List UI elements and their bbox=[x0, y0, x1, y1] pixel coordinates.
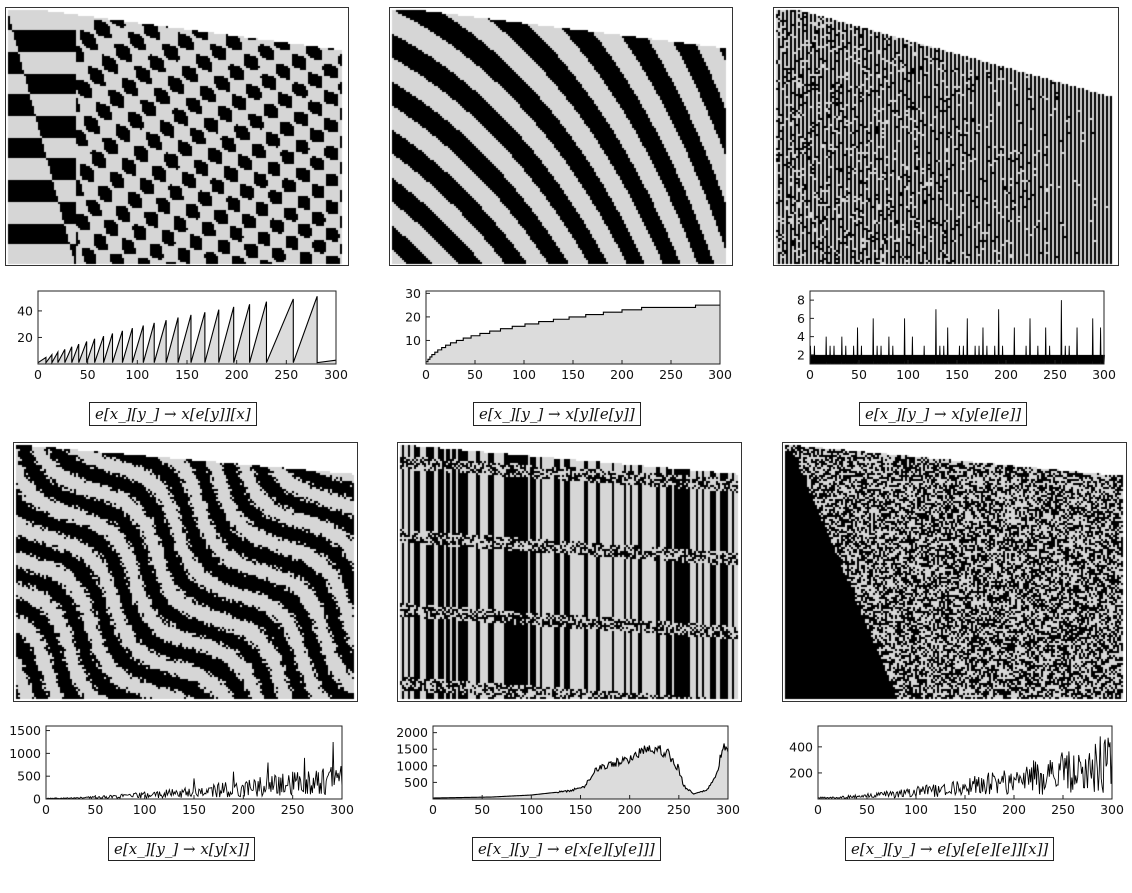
y-tick-label: 8 bbox=[797, 293, 805, 308]
x-tick-label: 300 bbox=[1100, 802, 1124, 817]
pattern-image-6 bbox=[782, 442, 1127, 702]
growth-plot-2: 0 50 100 150 200 250 300 10 20 30 bbox=[405, 286, 732, 382]
x-tick-label: 250 bbox=[1043, 367, 1067, 382]
y-tick-label: 0 bbox=[33, 792, 41, 807]
pattern-image-5 bbox=[397, 442, 742, 702]
series-line bbox=[817, 736, 1113, 800]
x-tick-label: 0 bbox=[422, 367, 430, 382]
x-tick-label: 100 bbox=[904, 802, 928, 817]
y-tick-label: 200 bbox=[789, 765, 813, 780]
x-tick-label: 100 bbox=[133, 802, 157, 817]
y-tick-label: 1500 bbox=[9, 723, 41, 738]
pattern-canvas-4 bbox=[14, 443, 357, 701]
x-tick-label: 50 bbox=[467, 367, 483, 382]
growth-plot-1: 0 50 100 150 200 250 300 20 40 bbox=[17, 290, 348, 382]
x-tick-label: 100 bbox=[125, 367, 149, 382]
y-tick-label: 10 bbox=[405, 333, 421, 348]
rule-label-4: e[x_][y_] → x[y[x]] bbox=[108, 837, 256, 861]
x-tick-label: 150 bbox=[175, 367, 199, 382]
x-tick-label: 50 bbox=[474, 802, 490, 817]
x-tick-label: 0 bbox=[34, 367, 42, 382]
x-tick-label: 100 bbox=[512, 367, 536, 382]
series-line bbox=[45, 741, 343, 800]
series-line bbox=[809, 300, 1105, 365]
rule-label-2: e[x_][y_] → x[y][e[y]] bbox=[473, 402, 641, 426]
rule-label-3: e[x_][y_] → x[y[e][e]] bbox=[859, 402, 1028, 426]
x-tick-label: 50 bbox=[851, 367, 867, 382]
series-line bbox=[426, 304, 720, 363]
x-tick-label: 200 bbox=[994, 367, 1018, 382]
rule-label-6: e[x_][y_] → e[y[e[e][e]][x]] bbox=[845, 837, 1055, 861]
x-tick-label: 250 bbox=[659, 367, 683, 382]
x-tick-label: 250 bbox=[667, 802, 691, 817]
series-area bbox=[426, 305, 720, 364]
pattern-canvas-3 bbox=[774, 8, 1118, 265]
x-tick-label: 50 bbox=[80, 367, 96, 382]
x-tick-label: 200 bbox=[231, 802, 255, 817]
pattern-canvas-2 bbox=[390, 8, 732, 265]
growth-plot-3: 0 50 100 150 200 250 300 2 4 6 8 bbox=[797, 290, 1116, 382]
y-tick-label: 2000 bbox=[396, 725, 428, 740]
y-tick-label: 400 bbox=[789, 739, 813, 754]
x-tick-label: 150 bbox=[182, 802, 206, 817]
rule-label-5: e[x_][y_] → e[x[e][y[e]]] bbox=[472, 837, 661, 861]
x-tick-label: 250 bbox=[1051, 802, 1075, 817]
x-tick-label: 50 bbox=[859, 802, 875, 817]
x-tick-label: 100 bbox=[896, 367, 920, 382]
growth-plot-4: 0 50 100 150 200 250 300 0 500 1000 1500 bbox=[9, 723, 354, 817]
y-tick-label: 1500 bbox=[396, 742, 428, 757]
x-tick-label: 0 bbox=[806, 367, 814, 382]
x-tick-label: 250 bbox=[281, 802, 305, 817]
plot-frame bbox=[45, 725, 343, 800]
x-tick-label: 0 bbox=[814, 802, 822, 817]
series-line bbox=[37, 296, 337, 365]
y-tick-label: 20 bbox=[17, 330, 33, 345]
x-tick-label: 300 bbox=[716, 802, 740, 817]
x-tick-label: 200 bbox=[1002, 802, 1026, 817]
y-tick-label: 1000 bbox=[9, 746, 41, 761]
pattern-image-1 bbox=[5, 7, 349, 266]
pattern-canvas-5 bbox=[398, 443, 741, 701]
x-tick-label: 200 bbox=[225, 367, 249, 382]
x-tick-label: 300 bbox=[1092, 367, 1116, 382]
series-area bbox=[433, 743, 728, 799]
x-tick-label: 0 bbox=[42, 802, 50, 817]
x-tick-label: 150 bbox=[953, 802, 977, 817]
y-tick-label: 500 bbox=[17, 769, 41, 784]
x-tick-label: 100 bbox=[519, 802, 543, 817]
y-tick-label: 40 bbox=[17, 303, 33, 318]
pattern-image-2 bbox=[389, 7, 733, 266]
x-tick-label: 300 bbox=[324, 367, 348, 382]
x-tick-label: 0 bbox=[429, 802, 437, 817]
y-tick-label: 4 bbox=[797, 329, 805, 344]
y-tick-label: 2 bbox=[797, 347, 805, 362]
y-tick-label: 500 bbox=[404, 775, 428, 790]
pattern-image-3 bbox=[773, 7, 1119, 266]
x-tick-label: 300 bbox=[330, 802, 354, 817]
rule-label-1: e[x_][y_] → x[e[y]][x] bbox=[89, 402, 257, 426]
y-tick-label: 20 bbox=[405, 309, 421, 324]
pattern-canvas-1 bbox=[6, 8, 348, 265]
x-tick-label: 200 bbox=[610, 367, 634, 382]
growth-plot-6: 0 50 100 150 200 250 300 200 400 bbox=[789, 725, 1124, 817]
x-tick-label: 250 bbox=[274, 367, 298, 382]
x-tick-label: 150 bbox=[561, 367, 585, 382]
pattern-image-4 bbox=[13, 442, 358, 702]
y-tick-label: 30 bbox=[405, 286, 421, 301]
x-tick-label: 150 bbox=[569, 802, 593, 817]
x-tick-label: 50 bbox=[87, 802, 103, 817]
x-tick-label: 200 bbox=[618, 802, 642, 817]
x-tick-label: 300 bbox=[708, 367, 732, 382]
x-tick-label: 150 bbox=[945, 367, 969, 382]
y-tick-label: 6 bbox=[797, 311, 805, 326]
pattern-canvas-6 bbox=[783, 443, 1126, 701]
y-tick-label: 1000 bbox=[396, 758, 428, 773]
